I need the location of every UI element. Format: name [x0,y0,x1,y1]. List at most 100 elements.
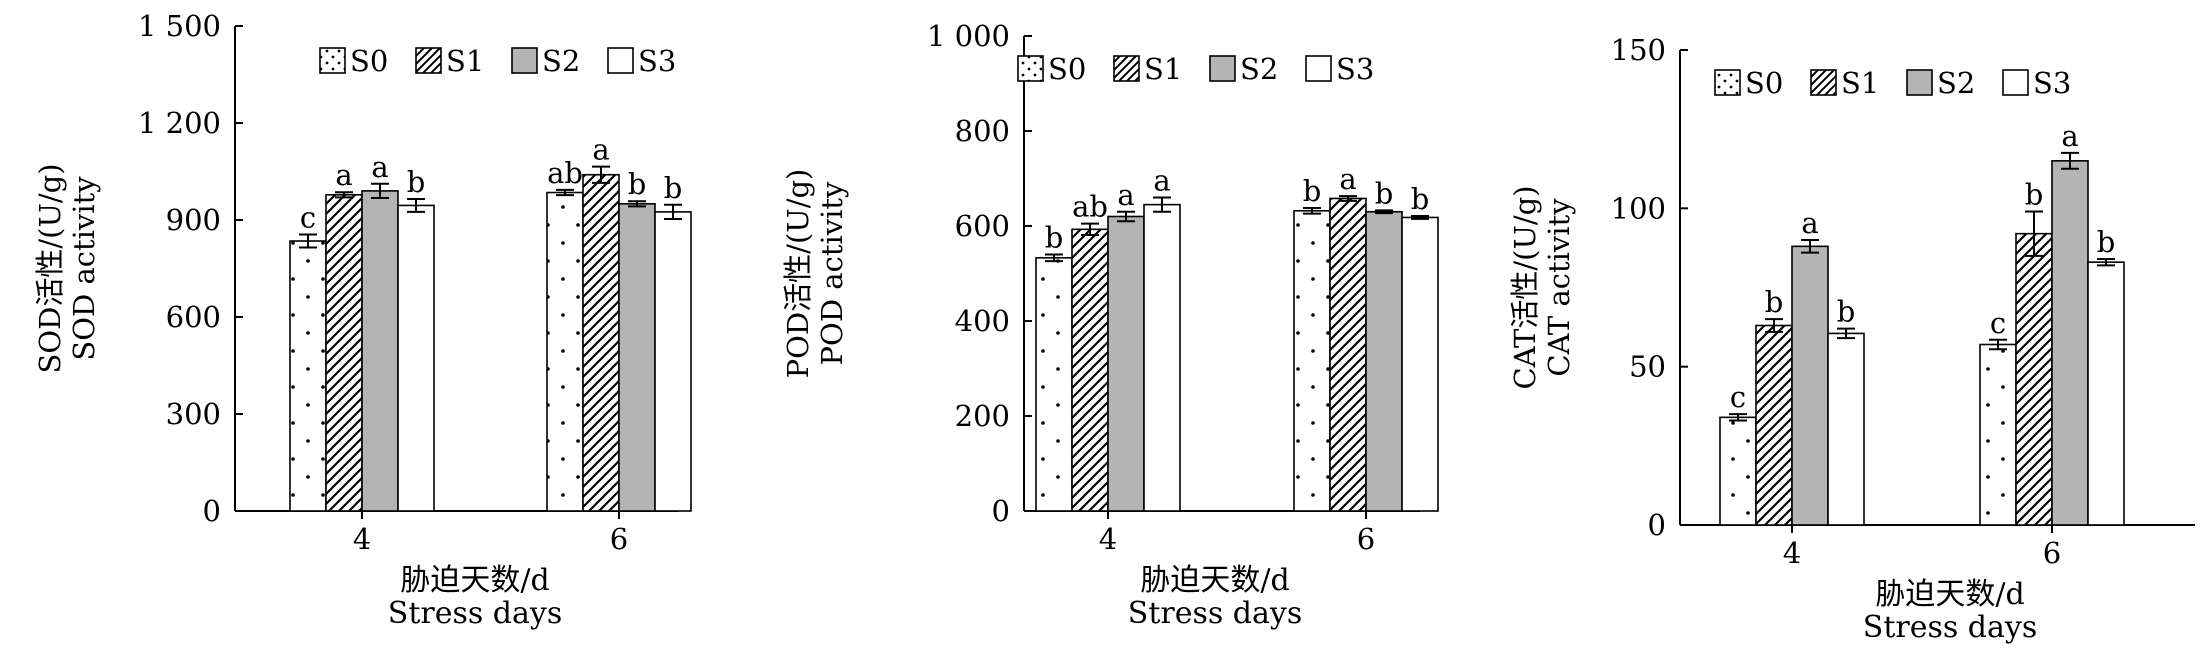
y-axis-title-en: POD activity [815,181,849,366]
bar-s3 [397,204,435,512]
significance-letter: ab [547,156,583,190]
bar-s3 [1143,203,1181,512]
x-axis-title-en: Stress days [1863,610,2037,644]
legend-swatch-s2 [1209,55,1236,82]
x-tick-label: 6 [610,522,628,556]
legend-swatch-s0 [1714,69,1741,96]
x-axis-title-en: Stress days [1128,596,1302,631]
significance-letter: b [1765,285,1784,319]
legend-label: S2 [1240,52,1278,86]
significance-letter: a [2061,119,2078,153]
significance-letter: a [1339,162,1356,196]
bar-s0 [1293,210,1331,512]
x-tick-label: 4 [1099,522,1117,556]
bar-s2 [2051,160,2089,526]
legend-swatch-s0 [1017,55,1044,82]
significance-letter: b [628,167,647,201]
significance-letter: c [1730,380,1746,414]
y-tick-label: 100 [1611,191,1666,225]
legend-swatch-s1 [1113,55,1140,82]
x-tick-label: 4 [1783,536,1801,570]
x-axis-title-cn: 胁迫天数/d [1140,563,1289,598]
bar-s1 [1071,228,1109,512]
x-tick-label: 4 [353,522,371,556]
legend-swatch-s1 [415,47,442,74]
bar-s0 [1979,343,2017,526]
significance-letter: c [300,201,316,235]
bar-s0 [1035,257,1073,512]
bar-s3 [654,211,692,512]
bar-s2 [361,190,399,512]
legend-label: S0 [1048,52,1086,86]
legend-swatch-s2 [1906,69,1933,96]
y-tick-label: 1 500 [138,9,221,43]
legend-label: S2 [542,44,580,78]
bar-s2 [1107,215,1145,512]
bar-s0 [289,240,327,512]
legend-swatch-s3 [2002,69,2029,96]
significance-letter: a [371,150,388,184]
y-tick-label: 1 200 [138,106,221,140]
significance-letter: b [407,165,426,199]
legend-label: S0 [1745,66,1783,100]
significance-letter: a [335,158,352,192]
y-tick-label: 0 [203,494,221,528]
legend-swatch-s3 [607,47,634,74]
significance-letter: a [1153,164,1170,198]
y-axis-title-cn: SOD活性/(U/g) [33,163,67,373]
y-tick-label: 1 000 [927,19,1010,53]
legend: S0 S1 S2 S3 [1017,52,1374,86]
y-axis-title-en: SOD activity [67,176,101,361]
bar-s3 [1827,332,1865,526]
y-tick-label: 600 [955,209,1010,243]
y-axis-title-cn: POD活性/(U/g) [781,169,815,379]
legend-label: S1 [1841,66,1879,100]
legend-swatch-s0 [319,47,346,74]
legend-swatch-s3 [1305,55,1332,82]
significance-letter: a [592,133,609,167]
bar-s0 [1719,416,1757,526]
x-axis-title-en: Stress days [388,596,562,631]
y-tick-label: 0 [992,494,1010,528]
legend: S0 S1 S2 S3 [319,44,676,78]
legend: S0 S1 S2 S3 [1714,66,2071,100]
y-tick-label: 200 [955,399,1010,433]
significance-letter: b [1411,182,1430,216]
legend-label: S3 [1336,52,1374,86]
y-tick-label: 800 [955,114,1010,148]
y-tick-label: 150 [1611,33,1666,67]
bar-s0 [546,191,584,512]
significance-letter: b [1837,295,1856,329]
significance-letter: a [1117,178,1134,212]
bar-s3 [2087,261,2125,526]
bar-s3 [1401,216,1439,512]
y-tick-label: 600 [166,300,221,334]
x-axis-title-cn: 胁迫天数/d [1875,577,2024,612]
y-tick-label: 0 [1648,508,1666,542]
bar-s2 [1791,245,1829,526]
y-tick-label: 300 [166,397,221,431]
x-tick-label: 6 [2043,536,2061,570]
significance-letter: b [2025,178,2044,212]
bar-s1 [2015,232,2053,526]
y-axis-title-en: CAT activity [1542,198,1576,377]
legend-label: S3 [2033,66,2071,100]
legend-swatch-s2 [511,47,538,74]
bar-s1 [582,173,620,512]
x-tick-label: 6 [1357,522,1375,556]
y-tick-label: 50 [1629,350,1666,384]
x-axis-title-cn: 胁迫天数/d [400,563,549,598]
bar-s1 [1755,324,1793,526]
legend-label: S0 [350,44,388,78]
y-axis-title-cn: CAT活性/(U/g) [1508,185,1542,389]
y-tick-label: 900 [166,203,221,237]
y-tick-label: 400 [955,304,1010,338]
legend-label: S2 [1937,66,1975,100]
bar-s1 [325,193,363,512]
legend-swatch-s1 [1810,69,1837,96]
significance-letter: a [1801,206,1818,240]
